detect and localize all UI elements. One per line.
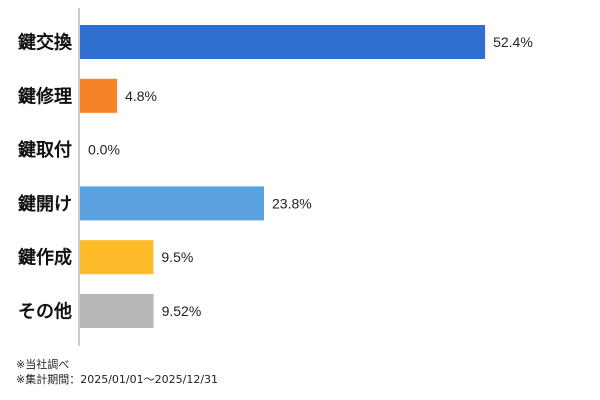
category-label-5: 鍵作成 <box>18 247 72 269</box>
footnotes: ※当社調べ ※集計期間：2025/01/01～2025/12/31 <box>16 357 218 387</box>
value-label-6: 9.52% <box>162 303 202 319</box>
bar-4 <box>80 186 264 221</box>
bar-1 <box>80 25 486 59</box>
category-label-6: その他 <box>18 301 72 323</box>
category-label-2: 鍵修理 <box>18 85 72 107</box>
labels-group: 鍵交換 52.4% 鍵修理 4.8% 鍵取付 0.0% 鍵開け 23.8% 鍵作成 9.5% その他… <box>18 32 533 323</box>
footnote-source: ※当社調べ <box>16 358 70 371</box>
value-label-4: 23.8% <box>272 195 312 211</box>
footnote-period: ※集計期間：2025/01/01～2025/12/31 <box>16 373 219 386</box>
value-label-2: 4.8% <box>125 88 157 104</box>
bar-6 <box>80 294 154 328</box>
category-label-3: 鍵取付 <box>18 139 72 161</box>
category-label-1: 鍵交換 <box>18 32 73 54</box>
category-label-4: 鍵開け <box>18 193 72 215</box>
value-label-3: 0.0% <box>88 142 120 158</box>
bar-2 <box>80 78 118 113</box>
bars-group <box>80 25 486 328</box>
bar-5 <box>80 240 154 275</box>
value-label-5: 9.5% <box>161 249 193 265</box>
value-label-1: 52.4% <box>493 34 533 50</box>
